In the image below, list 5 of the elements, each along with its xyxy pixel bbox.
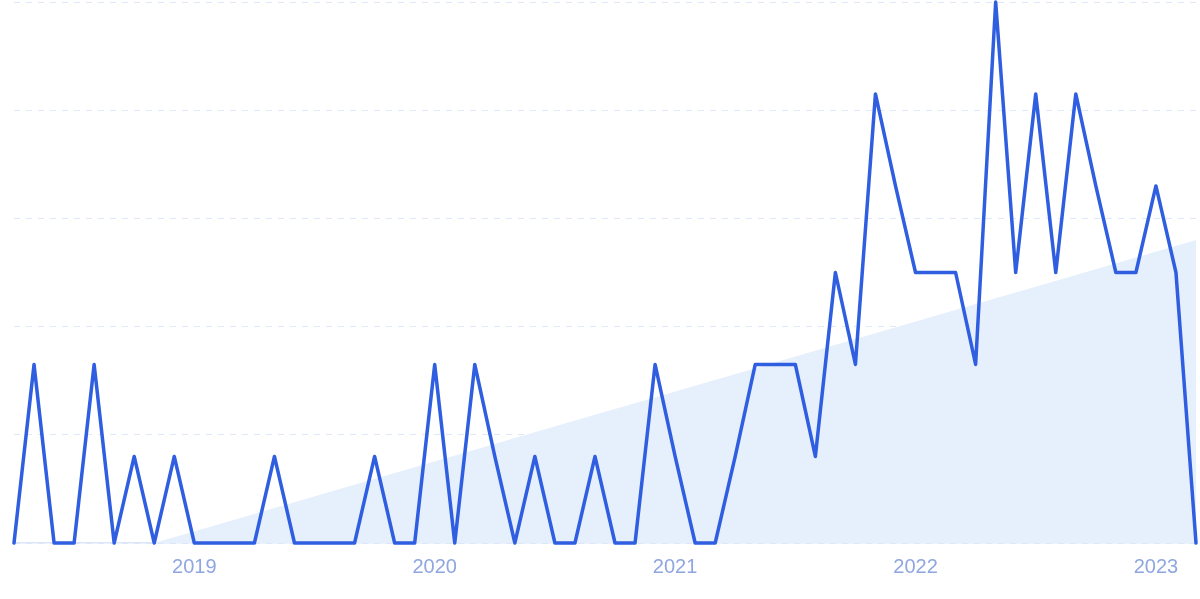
x-tick-label: 2019 [172,554,217,577]
x-tick-label: 2022 [893,554,938,577]
x-tick-label: 2021 [652,554,698,577]
x-tick-label: 2023 [1133,554,1179,577]
x-tick-label: 2020 [412,554,457,577]
